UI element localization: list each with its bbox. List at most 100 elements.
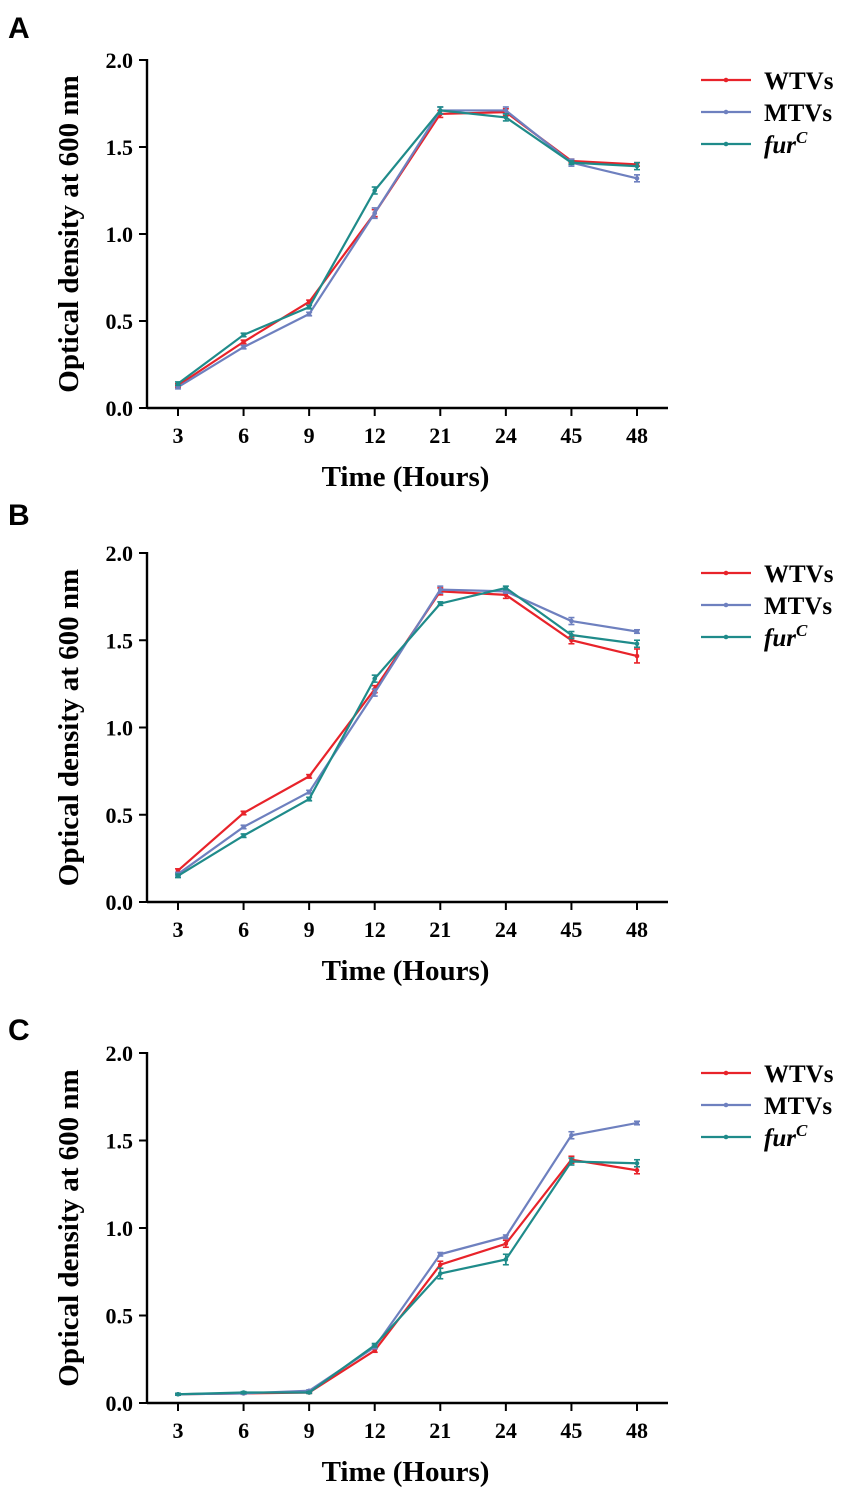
- data-point: [569, 1132, 574, 1138]
- x-tick-label: 21: [429, 423, 451, 448]
- data-point: [503, 585, 509, 591]
- y-tick-label: 0.5: [106, 1304, 134, 1329]
- data-point: [634, 163, 640, 169]
- series-mtvs: [175, 585, 640, 877]
- data-point: [634, 629, 640, 634]
- x-tick-label: 12: [364, 917, 386, 942]
- x-tick-label: 45: [560, 1418, 582, 1443]
- series-wtvs: [175, 587, 640, 874]
- series-furc: [175, 1157, 640, 1397]
- legend-label: MTVs: [764, 100, 832, 127]
- data-point: [241, 332, 246, 338]
- legend-item-furc: furC: [701, 128, 808, 159]
- x-tick-label: 6: [238, 423, 249, 448]
- x-tick-label: 3: [173, 1418, 184, 1443]
- data-point: [437, 108, 443, 113]
- series-furc: [175, 106, 640, 387]
- legend-swatch-marker: [723, 77, 729, 83]
- data-point: [175, 1391, 181, 1397]
- legend-swatch-marker: [723, 602, 729, 608]
- data-point: [634, 1167, 640, 1173]
- data-point: [241, 833, 246, 838]
- x-tick-label: 6: [238, 1418, 249, 1443]
- data-point: [503, 1257, 509, 1262]
- x-tick-label: 48: [626, 1418, 648, 1443]
- data-point: [634, 1120, 640, 1126]
- series-line-furc: [177, 109, 638, 385]
- chart-panel-b: B 0.0 0.5 1.0 1.5 2.0 3 6 9 12 21 24 45 48 Time (Hours…: [8, 499, 834, 987]
- data-point: [437, 1262, 443, 1268]
- data-point: [306, 1390, 312, 1395]
- x-tick-label: 3: [173, 423, 184, 448]
- x-tick-label: 9: [304, 423, 315, 448]
- x-tick-label: 45: [560, 423, 582, 448]
- data-point: [503, 108, 509, 113]
- y-tick-label: 1.0: [106, 222, 134, 247]
- data-point: [306, 311, 312, 317]
- x-tick-label: 48: [626, 917, 648, 942]
- panel-letter: B: [8, 499, 30, 532]
- y-tick-label: 2.0: [106, 1041, 134, 1066]
- x-axis-title: Time (Hours): [322, 1456, 490, 1488]
- data-point: [569, 632, 574, 638]
- legend-swatch-marker: [723, 1102, 729, 1108]
- series-furc: [175, 585, 640, 879]
- y-tick-label: 1.5: [106, 1129, 134, 1154]
- y-tick-label: 1.0: [106, 716, 134, 741]
- data-point: [437, 601, 443, 606]
- data-point: [634, 1160, 640, 1166]
- legend-label: WTVs: [764, 68, 834, 95]
- legend-label: MTVs: [764, 1093, 832, 1120]
- y-tick-label: 0.0: [106, 1391, 134, 1416]
- legend-label: WTVs: [764, 1061, 834, 1088]
- legend-item-wtvs: WTVs: [701, 1061, 834, 1088]
- legend-swatch-marker: [723, 1070, 729, 1076]
- y-tick-label: 1.5: [106, 135, 134, 160]
- data-point: [634, 653, 640, 659]
- data-point: [306, 796, 312, 802]
- series-line-wtvs: [177, 1158, 638, 1396]
- data-point: [241, 824, 246, 830]
- legend-label: furC: [764, 1121, 808, 1152]
- data-point: [306, 789, 312, 795]
- x-tick-label: 21: [429, 1418, 451, 1443]
- y-tick-label: 1.0: [106, 1216, 134, 1241]
- x-tick-label: 24: [495, 1418, 517, 1443]
- legend-item-wtvs: WTVs: [701, 561, 834, 588]
- data-point: [241, 810, 246, 816]
- data-point: [372, 1342, 378, 1348]
- legend-item-mtvs: MTVs: [701, 100, 832, 127]
- data-point: [241, 344, 246, 350]
- data-point: [175, 873, 181, 879]
- data-point: [241, 339, 246, 345]
- y-tick-label: 0.5: [106, 803, 134, 828]
- y-tick-label: 0.5: [106, 309, 134, 334]
- data-point: [241, 1390, 246, 1395]
- y-tick-label: 0.0: [106, 396, 134, 421]
- legend-label: furC: [764, 621, 808, 652]
- data-point: [503, 1234, 509, 1240]
- x-tick-label: 24: [495, 423, 517, 448]
- x-tick-label: 45: [560, 917, 582, 942]
- x-tick-label: 3: [173, 917, 184, 942]
- data-point: [372, 210, 378, 216]
- data-point: [372, 676, 378, 681]
- data-point: [437, 587, 443, 592]
- x-axis-title: Time (Hours): [322, 955, 490, 987]
- panel-letter: A: [8, 12, 30, 45]
- y-tick-label: 0.0: [106, 890, 134, 915]
- legend-label: WTVs: [764, 561, 834, 588]
- data-point: [569, 160, 574, 165]
- legend-swatch-marker: [723, 141, 729, 147]
- data-point: [175, 381, 181, 386]
- data-point: [634, 641, 640, 647]
- data-point: [372, 188, 378, 193]
- legend-swatch-marker: [723, 634, 729, 640]
- y-tick-label: 2.0: [106, 541, 134, 566]
- series-line-furc: [177, 1160, 638, 1396]
- data-point: [437, 1251, 443, 1257]
- x-tick-label: 21: [429, 917, 451, 942]
- legend-item-mtvs: MTVs: [701, 593, 832, 620]
- legend-item-furc: furC: [701, 621, 808, 652]
